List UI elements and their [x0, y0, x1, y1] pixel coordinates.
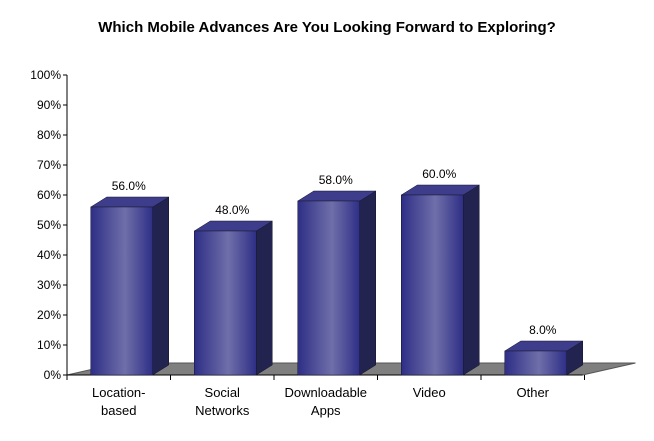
x-category-label: Social Networks [195, 385, 250, 418]
y-tick-label: 50% [37, 218, 61, 232]
bar-side [463, 184, 480, 376]
bar-side [152, 196, 169, 376]
x-category-label: Other [516, 385, 549, 400]
bar-front [90, 206, 153, 376]
bar [503, 340, 584, 376]
x-category-label: Location-based [92, 385, 145, 418]
bar [89, 196, 170, 376]
y-tick-label: 90% [37, 98, 61, 112]
bar-value-label: 48.0% [215, 203, 249, 217]
y-tick-label: 40% [37, 248, 61, 262]
bar-value-label: 58.0% [319, 173, 353, 187]
y-tick-label: 60% [37, 188, 61, 202]
y-tick-label: 70% [37, 158, 61, 172]
x-category-label: Video [413, 385, 446, 400]
bar-front [504, 350, 567, 376]
x-category-label-line: Apps [311, 403, 341, 418]
bar-side [359, 190, 376, 376]
bar [400, 184, 481, 376]
bar-value-label: 8.0% [529, 323, 557, 337]
x-category-label-line: Location- [92, 385, 145, 400]
bar-front [194, 230, 257, 376]
bar [193, 220, 274, 376]
y-tick-label: 80% [37, 128, 61, 142]
bar-front [401, 194, 464, 376]
bar [296, 190, 377, 376]
chart-title: Which Mobile Advances Are You Looking Fo… [98, 19, 556, 36]
bar-value-label: 56.0% [112, 179, 146, 193]
bar-side [256, 220, 273, 376]
y-tick-label: 10% [37, 338, 61, 352]
x-category-label-line: Video [413, 385, 446, 400]
x-category-label-line: Other [516, 385, 549, 400]
y-tick-label: 100% [30, 68, 61, 82]
x-category-label: Downloadable Apps [285, 385, 367, 418]
y-tick-label: 30% [37, 278, 61, 292]
y-tick-label: 20% [37, 308, 61, 322]
x-category-label-line: Networks [195, 403, 250, 418]
bar-value-label: 60.0% [422, 167, 456, 181]
y-tick-label: 0% [44, 368, 62, 382]
x-category-label-line: Social [205, 385, 241, 400]
x-category-label-line: Downloadable [285, 385, 367, 400]
x-category-label-line: based [101, 403, 136, 418]
bar-front [297, 200, 360, 376]
